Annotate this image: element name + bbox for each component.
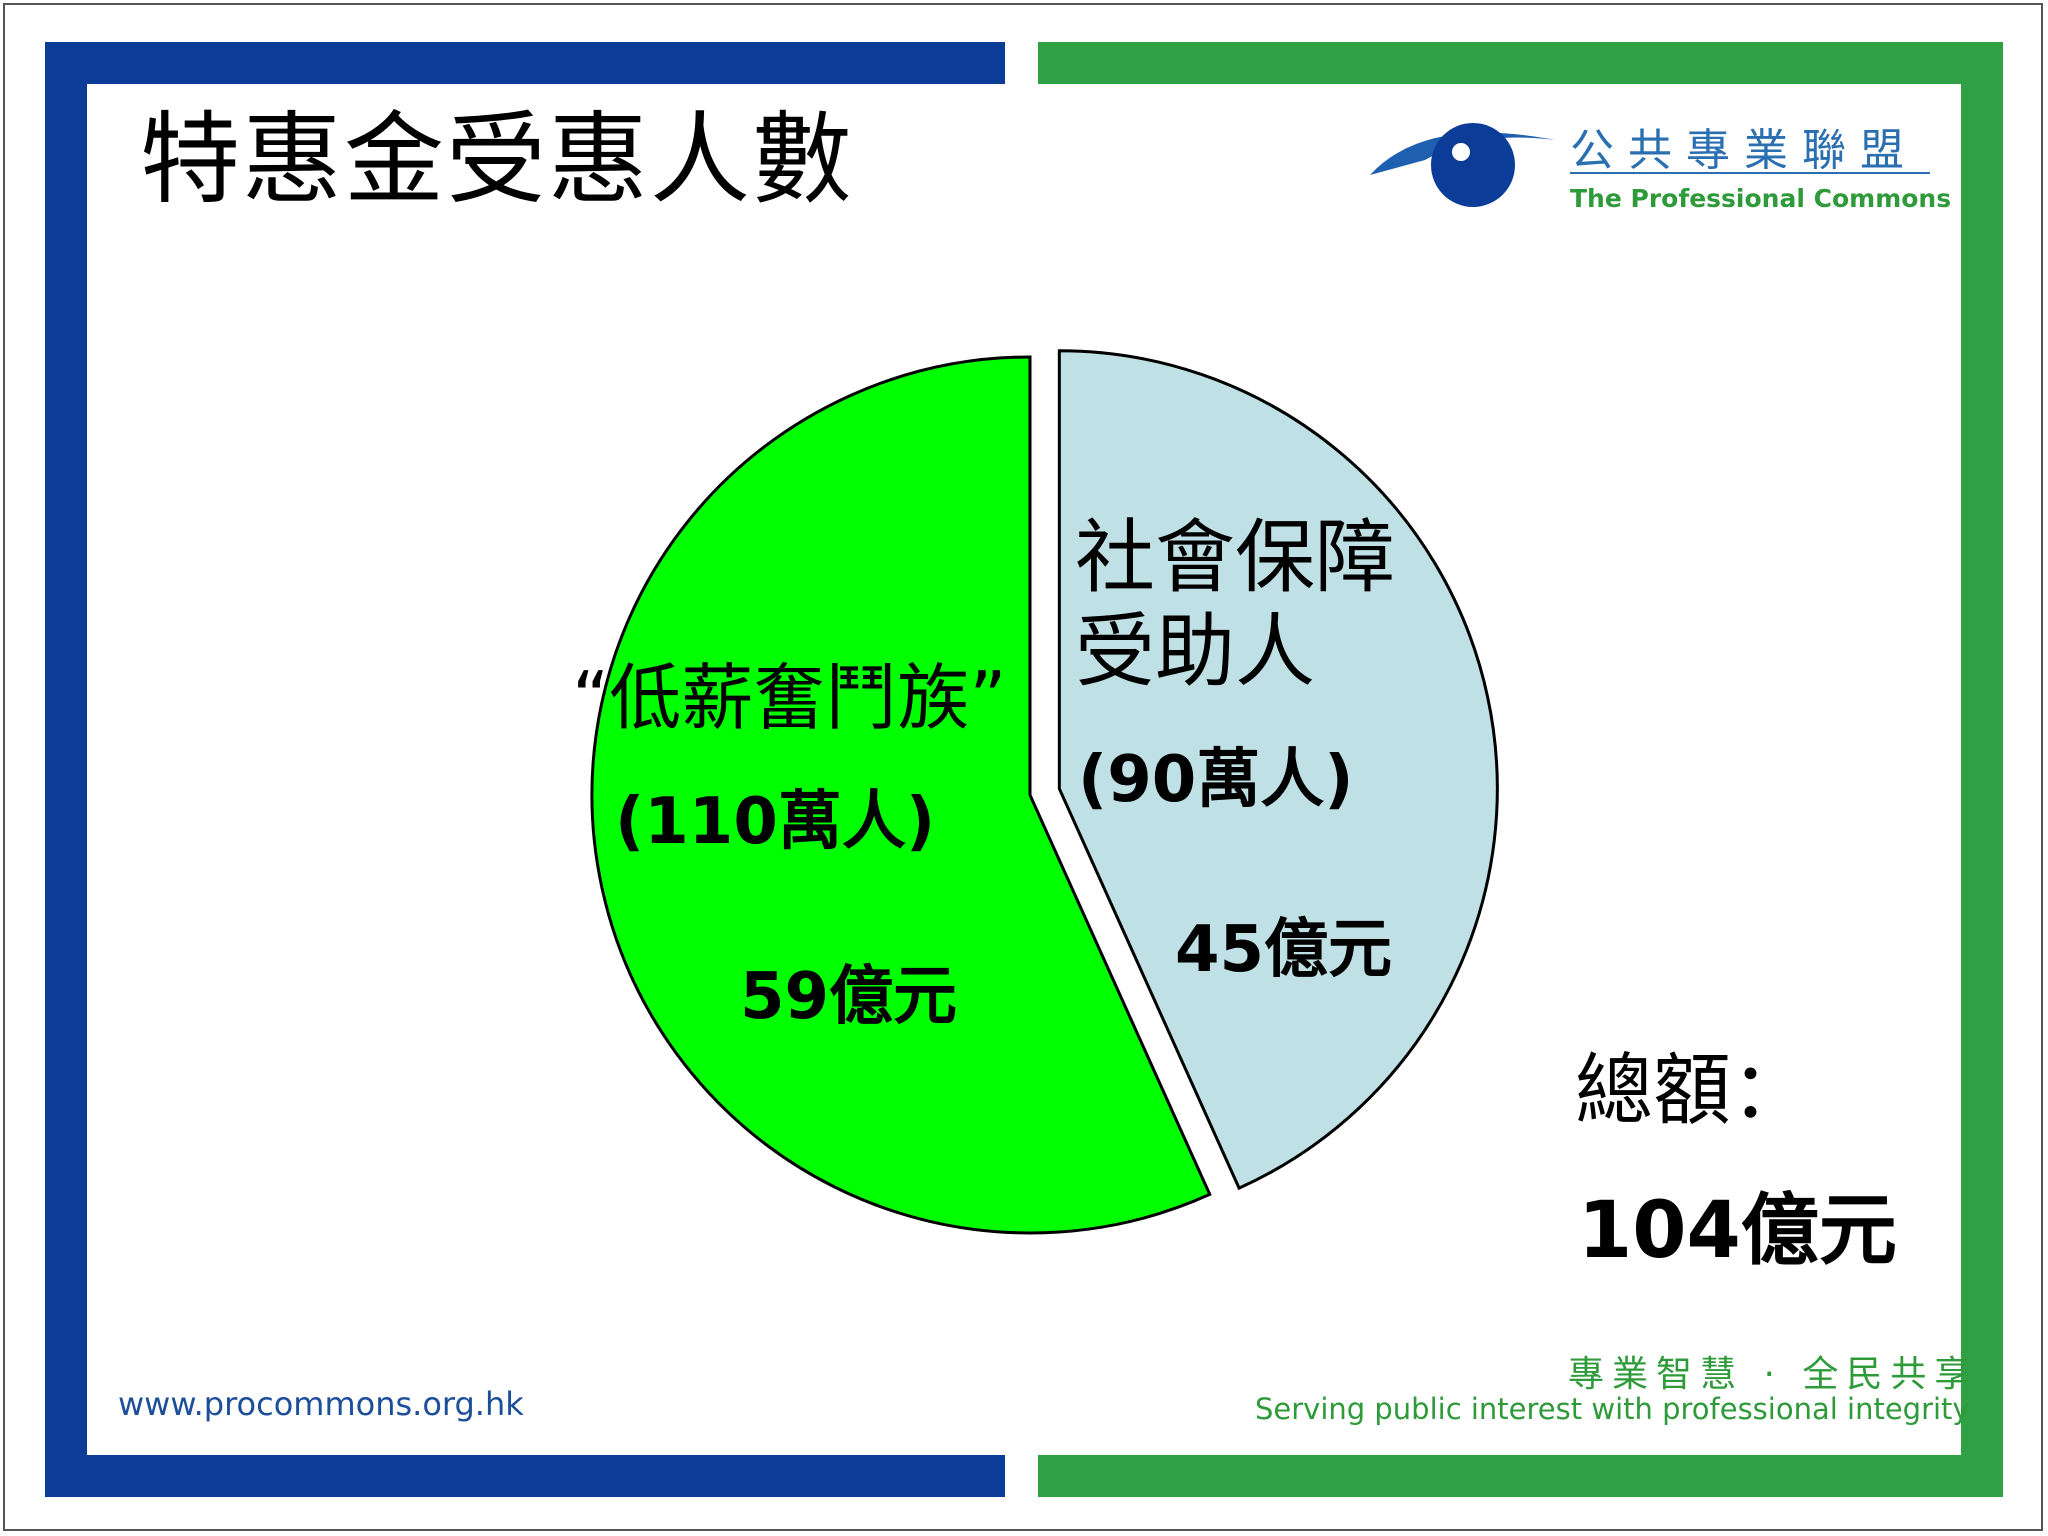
total-value: 104億元 xyxy=(1578,1186,1897,1276)
eye-logo-icon xyxy=(1370,123,1555,207)
slice-people-cssa: (90萬人) xyxy=(1078,743,1354,817)
frame-left-blue xyxy=(45,42,87,1497)
slide-title: 特惠金受惠人數 xyxy=(140,101,854,218)
slogan-cn: 專業智慧 · 全民共享 xyxy=(1568,1354,1979,1395)
pie-slice-1 xyxy=(1057,349,1499,1191)
frame-right-green xyxy=(1961,42,2003,1497)
slogan-en: Serving public interest with professiona… xyxy=(1255,1392,1970,1426)
slice-amount-cssa: 45億元 xyxy=(1175,913,1393,987)
frame-bottom-green xyxy=(1038,1455,2003,1497)
slice-people-low-income: (110萬人) xyxy=(615,785,936,859)
frame-bottom-blue xyxy=(45,1455,1005,1497)
logo-en-text: The Professional Commons xyxy=(1570,184,1952,213)
slice-label-low-income: “低薪奮鬥族” xyxy=(572,656,1007,740)
website-link[interactable]: www.procommons.org.hk xyxy=(118,1385,524,1423)
pie-slice-0 xyxy=(590,355,1212,1235)
logo-divider xyxy=(1570,172,1930,174)
logo: 公共專業聯盟 The Professional Commons xyxy=(1365,110,1951,220)
slice-label-cssa-line1: 社會保障 xyxy=(1075,511,1395,604)
slice-amount-low-income: 59億元 xyxy=(740,960,958,1034)
logo-cn-text: 公共專業聯盟 xyxy=(1570,125,1918,176)
slide-frame xyxy=(3,3,2043,1531)
frame-top-blue xyxy=(45,42,1005,84)
slice-label-cssa-line2: 受助人 xyxy=(1075,605,1315,698)
total-label: 總額： xyxy=(1575,1046,1810,1136)
frame-top-green xyxy=(1038,42,2003,84)
